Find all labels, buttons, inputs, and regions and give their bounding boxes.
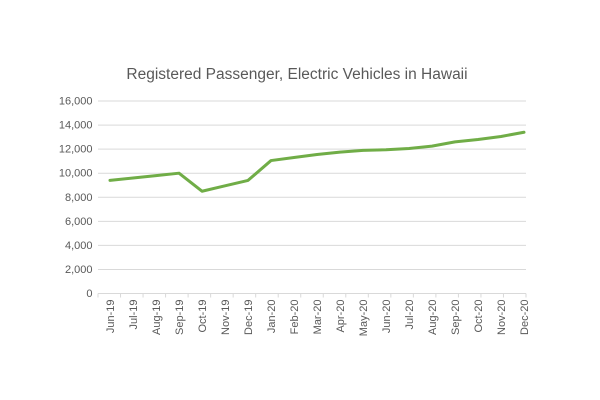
x-axis-tick-label: Aug-20 — [427, 300, 439, 335]
x-axis-tick-label: Aug-19 — [151, 300, 163, 335]
x-axis-tick-label: Jan-20 — [266, 300, 278, 334]
y-axis-tick-label: 4,000 — [65, 240, 93, 252]
x-axis-tick-label: Feb-20 — [289, 300, 301, 335]
y-axis-tick-label: 8,000 — [65, 192, 93, 204]
y-axis-tick-label: 14,000 — [59, 120, 93, 132]
data-series — [108, 130, 526, 193]
x-axis-tick-label: Oct-19 — [197, 300, 209, 333]
y-axis-tick-label: 6,000 — [65, 216, 93, 228]
x-axis-tick-label: Jul-20 — [404, 300, 416, 330]
x-axis-tick-label: Sep-19 — [174, 300, 186, 335]
x-axis-tick-label: Dec-19 — [243, 300, 255, 335]
x-axis-tick-label: Jun-19 — [105, 300, 117, 334]
y-axis-tick-label: 0 — [86, 288, 92, 300]
x-axis-tick-label: May-20 — [358, 300, 370, 337]
x-axis-tick-label: Nov-20 — [496, 300, 508, 335]
y-axis-tick-label: 10,000 — [59, 168, 93, 180]
gridlines — [98, 100, 526, 270]
x-axis-tick-label: Jun-20 — [381, 300, 393, 334]
x-axis-tick-label: Sep-20 — [450, 300, 462, 335]
ev-registrations-line — [108, 130, 526, 193]
y-axis-tick-label: 12,000 — [59, 144, 93, 156]
y-axis-labels: 0 2,000 4,000 6,000 8,000 10,000 12,000 14,000 1… — [59, 96, 93, 301]
x-axis-tick-label: Apr-20 — [335, 300, 347, 333]
x-axis-tick-label: Jul-19 — [128, 300, 140, 330]
chart-title: Registered Passenger, Electric Vehicles … — [126, 66, 467, 83]
x-axis-tick-label: Nov-19 — [220, 300, 232, 335]
x-axis-tick-label: Mar-20 — [312, 300, 324, 335]
x-axis-tick-label: Dec-20 — [519, 300, 531, 335]
x-axis — [97, 293, 527, 298]
y-axis-tick-label: 16,000 — [59, 96, 93, 108]
x-axis-labels: Jun-19 Jul-19 Aug-19 Sep-19 Oct-19 Nov-19 Dec-… — [105, 300, 531, 337]
y-axis-tick-label: 2,000 — [65, 264, 93, 276]
x-axis-tick-label: Oct-20 — [473, 300, 485, 333]
